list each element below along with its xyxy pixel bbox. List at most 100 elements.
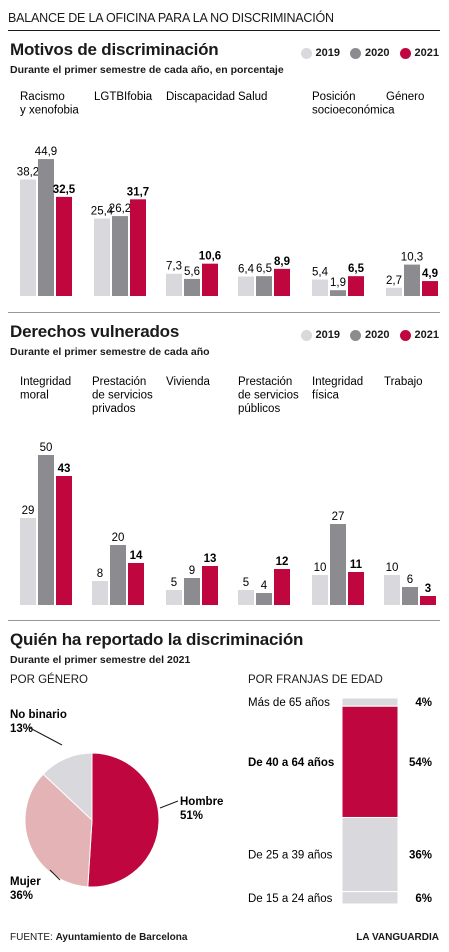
value-label: 9 xyxy=(189,565,195,577)
category-label: Prestación xyxy=(238,376,292,388)
value-label: 4 xyxy=(261,580,268,592)
bar-2019 xyxy=(20,179,36,296)
pie-pct: 51% xyxy=(180,810,203,822)
legend-item-2021: 2021 xyxy=(399,329,439,341)
bar-2021 xyxy=(56,476,72,605)
legend-dot-2019 xyxy=(300,47,312,59)
bar-2020 xyxy=(184,578,200,605)
category-label: Integridad xyxy=(312,376,363,388)
bar-2019 xyxy=(312,279,328,296)
bar-2020 xyxy=(184,278,200,296)
bar-2019 xyxy=(166,590,182,605)
legend-dot-2019 xyxy=(300,329,312,341)
pie-pct: 13% xyxy=(10,723,33,735)
motivos-bar-chart: Racismo y xenofobia 38,2 44,9 32,5 LGTBIfobia… xyxy=(17,91,438,296)
value-label: 26,2 xyxy=(109,203,131,215)
value-label: 1,9 xyxy=(330,277,346,289)
category-label: Género xyxy=(386,91,424,103)
category-label: Integridad xyxy=(20,376,71,388)
age-segment xyxy=(341,891,399,905)
age-segment xyxy=(341,816,399,893)
bar-2020 xyxy=(256,276,272,296)
bar-2019 xyxy=(166,273,182,296)
age-label: De 15 a 24 años xyxy=(248,893,333,905)
category-label: Vivienda xyxy=(166,376,211,388)
category-label: física xyxy=(312,390,339,402)
leader-line xyxy=(159,800,179,809)
bar-2019 xyxy=(312,575,328,605)
value-label: 31,7 xyxy=(127,186,149,198)
bar-2021 xyxy=(128,563,144,605)
edad-label: POR FRANJAS DE EDAD xyxy=(248,674,383,686)
value-label: 3 xyxy=(425,583,431,595)
bar-2021 xyxy=(348,276,364,296)
footer-source: FUENTE: Ayuntamiento de Barcelona xyxy=(10,932,188,943)
bar-2020 xyxy=(404,264,420,296)
category-label: moral xyxy=(20,390,49,402)
value-label: 8 xyxy=(97,568,103,580)
motivos-subtitle: Durante el primer semestre de cada año, … xyxy=(10,64,284,76)
legend-dot-2020 xyxy=(350,329,362,341)
value-label: 13 xyxy=(204,553,217,565)
value-label: 20 xyxy=(112,532,125,544)
age-segment xyxy=(341,705,399,818)
quien-charts: Hombre 51% Mujer 36% No binario 13% Más de 65 … xyxy=(10,697,432,905)
legend-dot-2021 xyxy=(399,47,411,59)
age-segment xyxy=(341,697,399,707)
category-label: Posición xyxy=(312,91,355,103)
age-label: Más de 65 años xyxy=(248,697,330,709)
value-label: 5 xyxy=(171,577,177,589)
age-label: De 25 a 39 años xyxy=(248,850,333,862)
value-label: 7,3 xyxy=(166,261,182,273)
bar-2019 xyxy=(384,575,400,605)
pie-pct: 36% xyxy=(10,890,33,902)
legend-derechos: 2019 2020 2021 xyxy=(300,329,439,341)
bar-2019 xyxy=(20,518,36,605)
category-label: Trabajo xyxy=(384,376,423,388)
value-label: 44,9 xyxy=(35,146,57,158)
category-label: de servicios xyxy=(238,390,299,402)
age-pct: 54% xyxy=(409,757,432,769)
legend-item-2021: 2021 xyxy=(399,47,439,59)
bar-2021 xyxy=(202,566,218,605)
age-label: De 40 a 64 años xyxy=(248,757,334,769)
footer-brand: LA VANGUARDIA xyxy=(356,932,439,943)
category-label: Racismo xyxy=(20,91,65,103)
header-title: BALANCE DE LA OFICINA PARA LA NO DISCRIM… xyxy=(8,8,440,31)
value-label: 10 xyxy=(386,562,399,574)
pie-label: Mujer xyxy=(10,876,41,888)
category-label: privados xyxy=(92,403,136,415)
derechos-subtitle: Durante el primer semestre de cada año xyxy=(10,346,210,358)
legend-item-2020: 2020 xyxy=(350,47,390,59)
category-label: Prestación xyxy=(92,376,146,388)
value-label: 10,3 xyxy=(401,252,423,264)
legend-item-2020: 2020 xyxy=(350,329,390,341)
value-label: 14 xyxy=(130,550,143,562)
category-label: Salud xyxy=(238,91,267,103)
bar-2020 xyxy=(256,593,272,605)
value-label: 6,4 xyxy=(238,263,255,275)
bar-2019 xyxy=(238,276,254,296)
bar-2020 xyxy=(330,524,346,605)
value-label: 12 xyxy=(276,556,289,568)
value-label: 6,5 xyxy=(256,263,272,275)
category-label: Discapacidad xyxy=(166,91,235,103)
motivos-title: Motivos de discriminación xyxy=(10,40,219,59)
bar-2020 xyxy=(112,216,128,296)
legend-dot-2020 xyxy=(350,47,362,59)
quien-subtitle: Durante el primer semestre del 2021 xyxy=(10,654,191,666)
value-label: 4,9 xyxy=(422,268,438,280)
bar-2021 xyxy=(420,596,436,605)
value-label: 29 xyxy=(22,505,35,517)
divider-1 xyxy=(8,312,440,313)
bar-2020 xyxy=(330,290,346,296)
pie-label: Hombre xyxy=(180,796,223,808)
quien-title: Quién ha reportado la discriminación xyxy=(10,630,304,649)
value-label: 10,6 xyxy=(199,251,221,263)
bar-2020 xyxy=(38,455,54,605)
value-label: 38,2 xyxy=(17,166,39,178)
legend-item-2019: 2019 xyxy=(300,47,340,59)
age-pct: 6% xyxy=(415,893,432,905)
value-label: 25,4 xyxy=(91,206,114,218)
